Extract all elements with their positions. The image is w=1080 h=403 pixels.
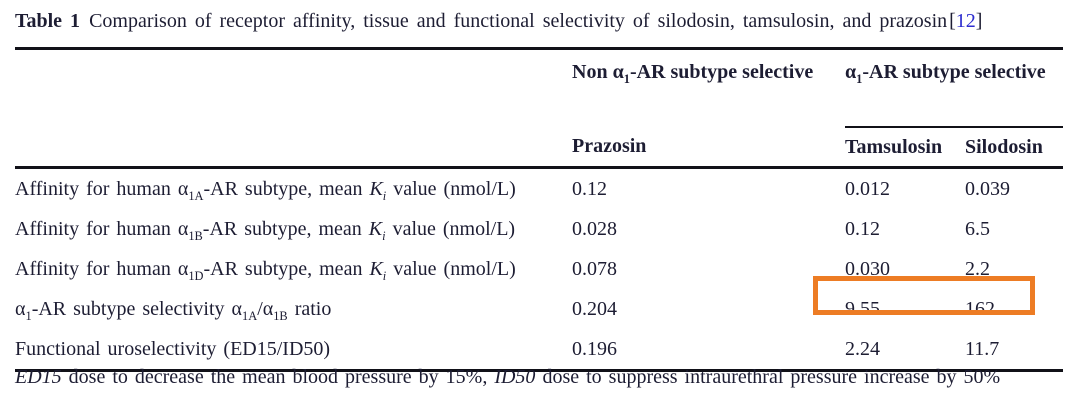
table-caption-text: Comparison of receptor affinity, tissue … xyxy=(89,10,948,32)
citation-bracket-close: ] xyxy=(975,10,983,32)
group-header-non-selective: Non α1-AR subtype selective xyxy=(572,61,814,86)
cell-silodosin: 0.039 xyxy=(965,177,1010,200)
table-row: Affinity for human α1A-AR subtype, mean … xyxy=(15,168,1063,210)
table-row: Affinity for human α1B-AR subtype, mean … xyxy=(15,209,1063,249)
column-header-row: Prazosin Tamsulosin Silodosin xyxy=(15,127,1063,169)
table-caption: Table 1 Comparison of receptor affinity, … xyxy=(15,10,1065,33)
group-header-selective: α1-AR subtype selective xyxy=(845,48,1063,128)
cell-prazosin: 0.204 xyxy=(572,297,617,320)
column-header-prazosin: Prazosin xyxy=(572,127,845,169)
cell-tamsulosin: 0.030 xyxy=(845,257,890,280)
cell-silodosin: 6.5 xyxy=(965,217,990,240)
comparison-table: Non α1-AR subtype selective α1-AR subtyp… xyxy=(15,47,1063,372)
table-row: Functional uroselectivity (ED15/ID50) 0.… xyxy=(15,329,1063,371)
table-row: α1-AR subtype selectivity α1A/α1B ratio … xyxy=(15,289,1063,329)
cell-silodosin: 11.7 xyxy=(965,337,1000,360)
cell-prazosin: 0.078 xyxy=(572,257,617,280)
row-label: Affinity for human α1B-AR subtype, mean … xyxy=(15,217,516,243)
cell-tamsulosin: 0.012 xyxy=(845,177,890,200)
table-row: Affinity for human α1D-AR subtype, mean … xyxy=(15,249,1063,289)
group-header-row: Non α1-AR subtype selective α1-AR subtyp… xyxy=(15,48,1063,128)
row-label: Functional uroselectivity (ED15/ID50) xyxy=(15,337,331,360)
cell-prazosin: 0.196 xyxy=(572,337,617,360)
cell-prazosin: 0.12 xyxy=(572,177,607,200)
cell-silodosin: 2.2 xyxy=(965,257,990,280)
cell-tamsulosin: 2.24 xyxy=(845,337,880,360)
citation-link[interactable]: 12 xyxy=(955,10,976,32)
row-label: α1-AR subtype selectivity α1A/α1B ratio xyxy=(15,297,332,323)
cell-prazosin: 0.028 xyxy=(572,217,617,240)
table-footnote: ED15 dose to decrease the mean blood pre… xyxy=(15,366,1001,388)
citation-bracket-open: [ xyxy=(949,10,956,32)
cell-tamsulosin: 0.12 xyxy=(845,217,880,240)
cell-silodosin-highlighted: 162 xyxy=(965,297,995,320)
column-header-silodosin: Silodosin xyxy=(965,127,1063,169)
row-label: Affinity for human α1A-AR subtype, mean … xyxy=(15,177,516,203)
cell-tamsulosin-highlighted: 9.55 xyxy=(845,297,880,320)
group-header-empty xyxy=(15,49,572,128)
column-header-empty xyxy=(15,127,572,169)
table-number: Table 1 xyxy=(15,10,81,32)
column-header-tamsulosin: Tamsulosin xyxy=(845,127,965,169)
row-label: Affinity for human α1D-AR subtype, mean … xyxy=(15,257,516,283)
